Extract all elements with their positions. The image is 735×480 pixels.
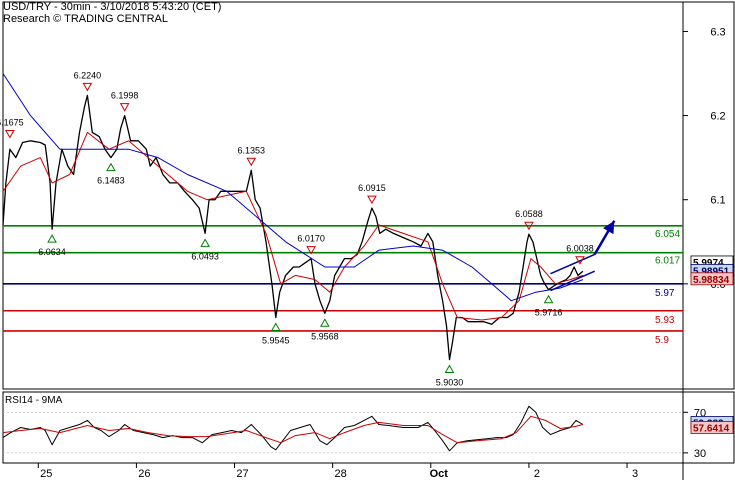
swing-low-marker xyxy=(270,322,281,331)
level-label: 5.93 xyxy=(655,315,675,326)
series-rsi xyxy=(2,405,584,452)
time-axis-tick-label: 3 xyxy=(632,468,638,480)
level-label: 5.9 xyxy=(655,335,669,346)
time-axis-tick-label: 26 xyxy=(138,468,150,480)
price-tag: 5.98834 xyxy=(693,275,730,286)
price-tag: 5.98951 xyxy=(693,266,730,277)
swing-high-label: 6.0588 xyxy=(515,209,543,219)
swing-low-label: 6.0493 xyxy=(191,251,219,261)
swing-high-marker xyxy=(524,221,534,231)
time-axis-tick-label: 2 xyxy=(534,468,540,480)
swing-low-marker xyxy=(444,364,455,374)
swing-high-marker xyxy=(119,103,130,112)
swing-high-label: 6.0170 xyxy=(297,234,325,244)
level-label: 6.017 xyxy=(655,256,680,267)
chart-header-source: Research © TRADING CENTRAL xyxy=(3,13,168,25)
swing-high-label: 6.0038 xyxy=(566,244,594,254)
swing-high-label: 6.1998 xyxy=(111,91,139,101)
swing-low-label: 5.9030 xyxy=(436,378,464,388)
time-axis-tick-label: 27 xyxy=(236,468,248,480)
swing-high-label: 6.0915 xyxy=(358,183,386,193)
series-price xyxy=(2,94,584,361)
swing-low-label: 5.9568 xyxy=(311,331,339,341)
rsi-panel-frame xyxy=(2,391,735,464)
swing-low-marker xyxy=(200,238,210,247)
swing-high-label: 6.1675 xyxy=(0,117,24,127)
swing-high-label: 6.2240 xyxy=(74,70,102,80)
swing-low-label: 6.1483 xyxy=(97,176,125,186)
swing-low-label: 5.9545 xyxy=(262,335,290,345)
swing-low-marker xyxy=(106,162,116,172)
rsi-tag: 57.6414 xyxy=(693,424,730,435)
swing-low-marker xyxy=(47,234,57,243)
swing-low-marker xyxy=(319,318,330,327)
level-label: 5.97 xyxy=(655,288,675,299)
swing-high-marker xyxy=(5,129,15,139)
series-rsi_ma xyxy=(2,415,584,444)
series-ma_fast xyxy=(2,131,584,321)
series-ma_slow xyxy=(2,73,584,302)
swing-low-label: 6.0634 xyxy=(38,247,66,257)
channel-lower-line xyxy=(550,270,596,292)
swing-high-marker xyxy=(575,256,585,265)
time-axis-tick-label: 28 xyxy=(335,468,347,480)
rsi-panel-title: RSI14 - 9MA xyxy=(5,395,63,406)
time-axis-tick-label: Oct xyxy=(430,468,449,480)
swing-high-marker xyxy=(246,157,257,167)
swing-high-marker xyxy=(82,82,93,92)
swing-low-label: 5.9716 xyxy=(535,308,563,318)
price-panel-frame xyxy=(2,1,735,390)
swing-high-marker xyxy=(306,246,316,255)
time-axis-tick-label: 25 xyxy=(40,468,52,480)
price-axis-tick-label: 6.3 xyxy=(710,26,725,38)
rsi-axis-tick-label: 30 xyxy=(694,448,706,460)
price-axis-tick-label: 6.2 xyxy=(710,111,725,123)
price-tag: 5.9974 xyxy=(693,258,724,269)
projection-arrow-head xyxy=(603,220,615,235)
swing-low-marker xyxy=(543,294,554,304)
channel-upper-line xyxy=(550,253,596,275)
chart-header-symbol: USD/TRY - 30min - 3/10/2018 5:43:20 (CET… xyxy=(3,1,222,13)
swing-high-marker xyxy=(367,195,377,205)
rsi-tag-box xyxy=(690,421,734,434)
level-label: 6.054 xyxy=(655,229,680,240)
swing-high-label: 6.1353 xyxy=(237,145,265,155)
price-axis-tick-label: 6.1 xyxy=(710,195,725,207)
price-tag-box xyxy=(690,272,734,286)
